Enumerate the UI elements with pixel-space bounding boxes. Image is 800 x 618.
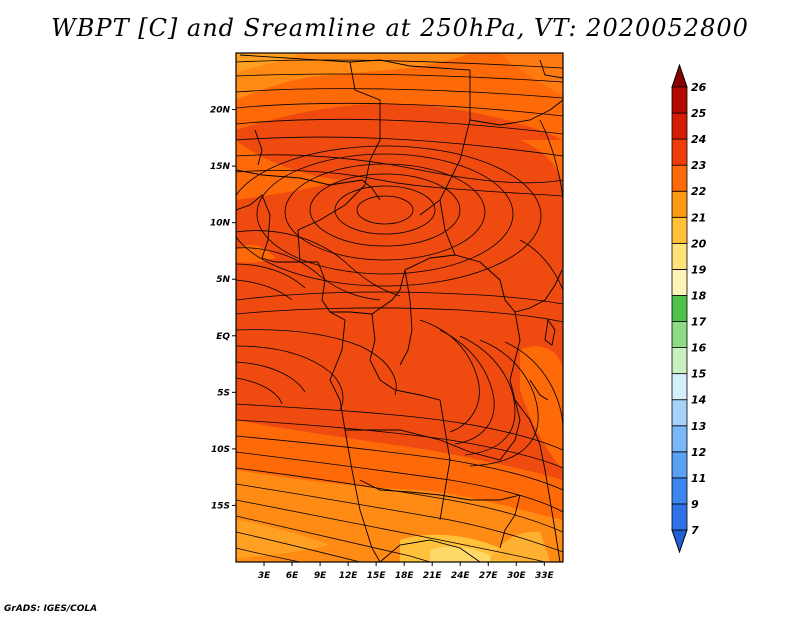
latitude-axis: 20N 15N 10N 5N EQ 5S 10S 15S	[210, 106, 236, 511]
colorbar: 7 9 11 12 13 14 15 16 17 18 19 20 21 22 23 24 25 26	[671, 63, 707, 554]
streamlines	[236, 59, 563, 562]
colorbar-label: 13	[691, 420, 707, 433]
lon-tick-label: 6E	[286, 571, 299, 581]
colorbar-box	[671, 164, 688, 192]
colorbar-box	[671, 138, 688, 166]
colorbar-top-arrow	[671, 63, 688, 88]
colorbar-box	[671, 295, 688, 322]
colorbar-box	[671, 347, 688, 375]
lon-tick-label: 3E	[258, 571, 271, 581]
wbpt-field	[236, 53, 563, 562]
lon-tick-label: 18E	[395, 571, 415, 581]
lon-tick-label: 24E	[451, 571, 471, 581]
lat-tick-label: 10N	[210, 219, 231, 229]
colorbar-label: 20	[691, 237, 707, 250]
map-title: WBPT [C] and Sreamline at 250hPa, VT: 20…	[51, 14, 749, 42]
colorbar-label: 19	[691, 263, 707, 276]
colorbar-box	[671, 242, 688, 270]
colorbar-box	[671, 373, 688, 401]
lat-tick-label: 20N	[210, 106, 231, 116]
colorbar-label: 9	[691, 498, 699, 511]
lon-tick-label: 33E	[535, 571, 555, 581]
colorbar-box	[671, 399, 688, 427]
map-figure: 3E 6E 9E 12E 15E 18E 21E 24E 27E 30E 33E 20N 15N 10N…	[210, 52, 707, 581]
lon-tick-label: 30E	[507, 571, 527, 581]
colorbar-box	[671, 269, 688, 296]
lat-tick-label: 10S	[211, 445, 230, 455]
colorbar-box	[671, 451, 688, 479]
colorbar-label: 26	[691, 81, 707, 94]
colorbar-label: 18	[691, 289, 707, 302]
colorbar-label: 11	[691, 472, 706, 485]
colorbar-label: 17	[691, 316, 707, 329]
colorbar-box	[671, 477, 688, 505]
lon-tick-label: 21E	[423, 571, 443, 581]
lon-tick-label: 12E	[339, 571, 359, 581]
grads-credit: GrADS: IGES/COLA	[4, 604, 98, 614]
lat-tick-label: 15S	[211, 501, 230, 511]
map-frame	[235, 52, 564, 563]
colorbar-label: 16	[691, 342, 707, 355]
colorbar-box	[671, 321, 688, 348]
colorbar-bottom-arrow	[671, 529, 688, 554]
longitude-axis: 3E 6E 9E 12E 15E 18E 21E 24E 27E 30E 33E	[258, 562, 555, 581]
lat-tick-label: EQ	[216, 332, 230, 342]
colorbar-label: 15	[691, 368, 707, 381]
lon-tick-label: 9E	[314, 571, 327, 581]
lat-tick-label: 5S	[217, 388, 230, 398]
lon-tick-label: 27E	[479, 571, 499, 581]
colorbar-label: 21	[691, 211, 706, 224]
colorbar-label: 24	[691, 133, 706, 146]
colorbar-box	[671, 112, 688, 140]
lat-tick-label: 5N	[216, 275, 230, 285]
colorbar-box	[671, 503, 688, 531]
colorbar-label: 22	[691, 185, 707, 198]
lat-tick-label: 15N	[210, 162, 231, 172]
colorbar-box	[671, 425, 688, 453]
colorbar-box	[671, 86, 688, 114]
colorbar-label: 7	[691, 524, 699, 537]
colorbar-label: 23	[691, 159, 707, 172]
colorbar-label: 25	[691, 107, 707, 120]
colorbar-box	[671, 216, 688, 244]
country-borders	[236, 54, 563, 562]
colorbar-box	[671, 190, 688, 218]
colorbar-label: 14	[691, 394, 706, 407]
colorbar-label: 12	[691, 446, 707, 459]
lon-tick-label: 15E	[367, 571, 387, 581]
